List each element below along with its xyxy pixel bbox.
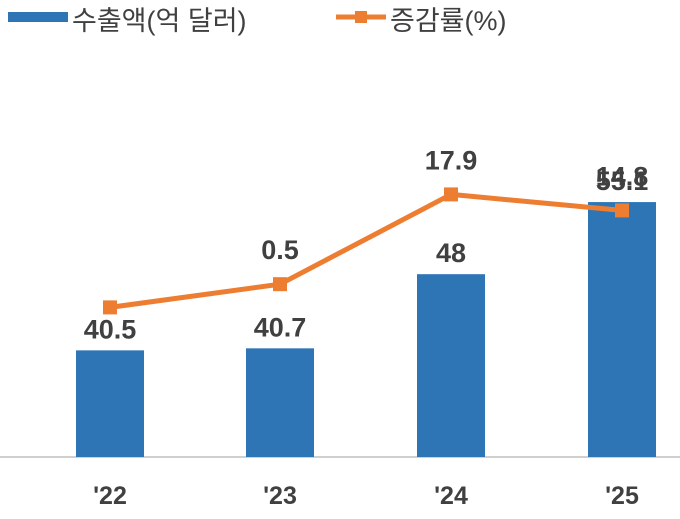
line-value-label-3: 14.8 [596,161,649,191]
line-value-label-2: 17.9 [425,145,478,175]
bar-value-label-1: 40.7 [254,312,307,342]
line-series [103,187,629,315]
line-path [109,191,623,310]
line-value-label-1: 0.5 [261,235,299,265]
line-point-3 [615,203,629,218]
legend-bar-swatch [8,12,68,22]
bar-value-label-0: 40.5 [84,314,137,344]
legend: 수출액(억 달러) 증감률(%) [8,6,507,36]
legend-line-label: 증감률(%) [390,6,507,36]
bar-series [76,202,656,457]
x-tick-label-2: '24 [434,482,468,510]
line-point-0 [103,300,117,315]
x-tick-label-3: '25 [605,482,639,510]
x-tick-label-0: '22 [93,482,127,510]
x-axis-ticks: '22 '23 '24 '25 [93,482,639,510]
data-labels: 40.5 40.7 48 55.1 0.5 17.9 14.8 [84,145,649,344]
legend-line-marker [355,11,367,23]
bar-2 [417,274,485,457]
line-point-2 [444,187,458,202]
bar-value-label-3: 55.1 [596,166,649,196]
bar-value-label-2: 48 [436,238,466,268]
bar-0 [76,350,144,457]
bar-3 [588,202,656,457]
x-tick-label-1: '23 [263,482,297,510]
line-point-1 [273,277,287,292]
legend-bar-label: 수출액(억 달러) [72,6,247,36]
bar-1 [246,348,314,457]
